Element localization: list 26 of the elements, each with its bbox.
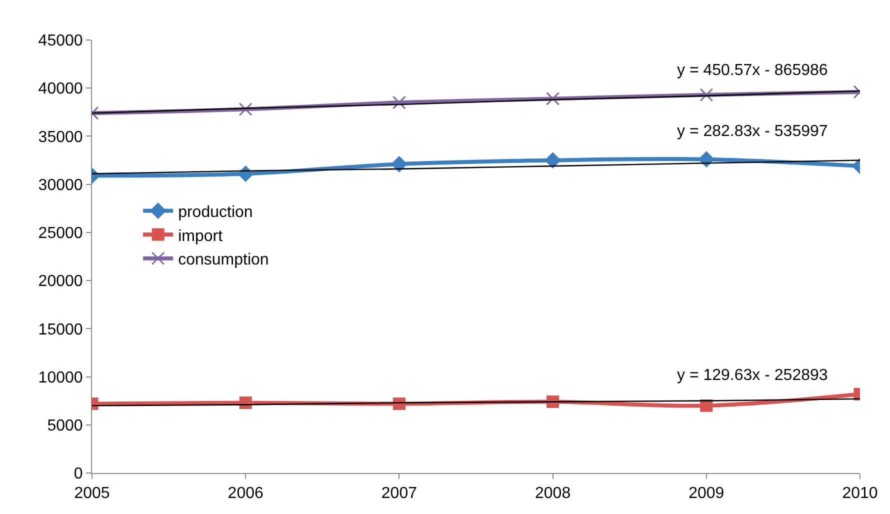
- y-tick-label: 45000: [38, 32, 83, 50]
- annotation: y = 450.57x - 865986: [677, 62, 828, 79]
- x-tick-label: 2005: [74, 485, 110, 502]
- point: [392, 96, 406, 110]
- y-tick-label: 30000: [38, 176, 83, 194]
- annotation: y = 129.63x - 252893: [677, 367, 828, 384]
- point: [544, 152, 561, 168]
- point: [391, 156, 408, 172]
- legend-label: production: [178, 204, 253, 221]
- point: [546, 92, 560, 106]
- y-tick-label: 5000: [47, 417, 83, 434]
- annotation: y = 282.83x - 535997: [677, 123, 828, 140]
- y-tick-label: 15000: [38, 321, 83, 338]
- y-tick-label: 35000: [38, 128, 83, 146]
- x-tick-label: 2007: [381, 485, 418, 502]
- legend-label: import: [178, 228, 224, 245]
- x-tick-label: 2008: [535, 485, 571, 502]
- x-tick-label: 2010: [842, 485, 878, 502]
- x-tick-label: 2009: [688, 485, 724, 502]
- y-tick-label: 20000: [38, 273, 83, 290]
- x-tick-label: 2006: [228, 485, 264, 502]
- y-tick-label: 40000: [38, 80, 83, 98]
- y-tick-label: 0: [74, 466, 83, 483]
- y-tick-label: 10000: [38, 369, 83, 386]
- y-tick-label: 25000: [38, 225, 83, 242]
- legend-label: consumption: [178, 252, 269, 269]
